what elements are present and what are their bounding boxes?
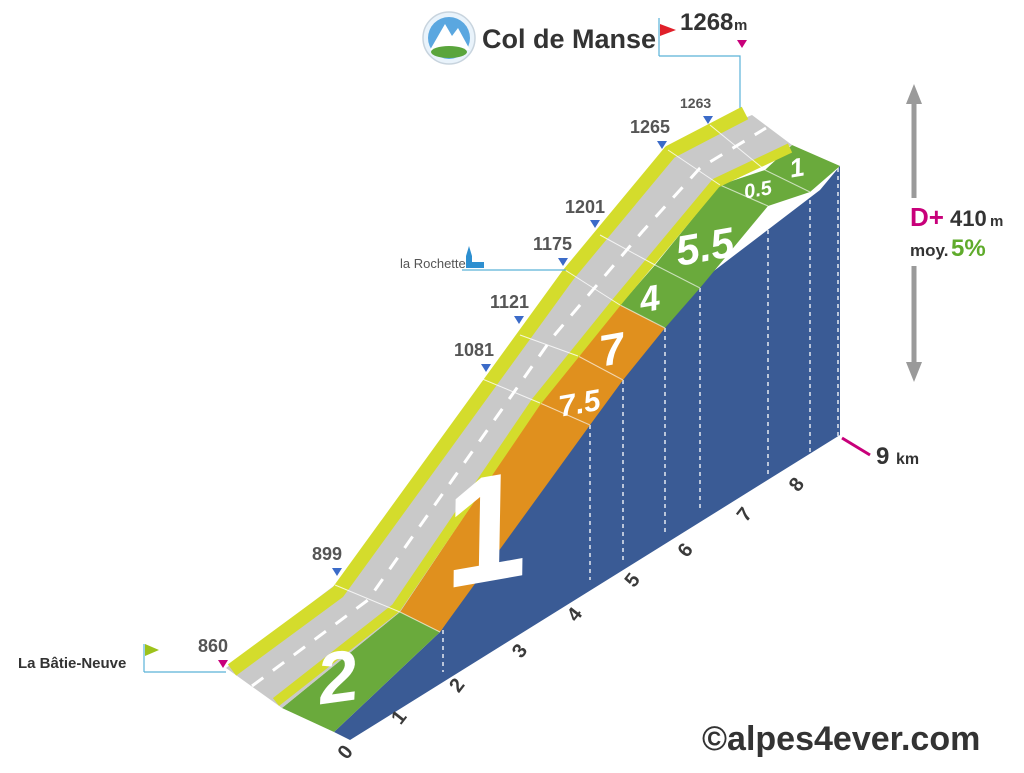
start-name: La Bâtie-Neuve: [18, 655, 126, 672]
km-dashed-lines: [442, 168, 839, 672]
segment-band-2: [400, 403, 590, 632]
distance-unit: km: [896, 451, 919, 468]
alt-marker-1175: [558, 258, 568, 266]
distance-value: 9: [876, 443, 889, 470]
summit-altitude: 1268: [680, 9, 733, 36]
copyright: ©alpes4ever.com: [702, 720, 980, 758]
alt-label-1121: 1121: [490, 292, 529, 312]
km-tick-5: 5: [621, 569, 645, 591]
rochette-label: la Rochette: [400, 256, 466, 271]
segment-band-6: [655, 185, 768, 288]
church-icon: [466, 246, 484, 268]
alt-marker-1201: [590, 220, 600, 228]
gradient-label-6: 5.5: [672, 218, 738, 275]
alt-label-1201: 1201: [565, 197, 605, 217]
km-tick-0: 0: [334, 741, 358, 763]
profile-side-wall: [334, 166, 840, 740]
gain-arrow-down-icon: [906, 362, 922, 382]
segment-band-8: [765, 145, 840, 192]
avg-label: moy.: [910, 241, 948, 260]
distance-pointer: [841, 436, 871, 457]
alt-marker-1081: [481, 364, 491, 372]
alt-marker-1265: [657, 141, 667, 149]
km-tick-4: 4: [563, 603, 588, 626]
altitude-marker-triangles: [332, 116, 713, 576]
gain-value: 410: [950, 206, 987, 231]
km-tick-6: 6: [674, 539, 698, 561]
alt-marker-1263: [703, 116, 713, 124]
km-tick-8: 8: [785, 474, 809, 496]
segment-band-5: [620, 265, 700, 328]
gain-label: D+: [910, 202, 944, 232]
alt-label-899: 899: [312, 544, 342, 564]
gradient-label-3: 7.5: [556, 384, 604, 424]
start-altitude-marker: [218, 660, 228, 668]
km-tick-1: 1: [387, 706, 411, 728]
alt-label-1081: 1081: [454, 340, 494, 360]
alt-label-1265: 1265: [630, 117, 670, 137]
segment-band-3: [540, 356, 623, 425]
segment-band-1: [282, 612, 440, 732]
summit-leader: [659, 55, 741, 108]
altitude-labels: 899 1081 1121 1175 1201 1265 1263: [312, 95, 711, 564]
alt-marker-899: [332, 568, 342, 576]
gain-unit: m: [990, 213, 1003, 230]
segment-band-4: [578, 305, 665, 380]
gradient-label-7: 0.5: [742, 177, 774, 204]
summit-flag-icon: [660, 24, 676, 36]
alt-label-1175: 1175: [533, 234, 572, 254]
road-cross-lines: [334, 124, 766, 613]
start-flag-icon: [145, 644, 159, 656]
km-tick-2: 2: [445, 674, 469, 696]
km-tick-3: 3: [508, 640, 532, 662]
road-edge-back: [227, 106, 749, 676]
segment-dividers: [399, 169, 811, 633]
segment-band-7: [720, 170, 810, 206]
gain-arrow-up-icon: [906, 84, 922, 104]
summit-unit: m: [734, 17, 747, 34]
summit-altitude-marker: [737, 40, 747, 48]
summit-title: Col de Manse: [482, 24, 656, 54]
road-centre-line: [251, 126, 767, 688]
km-tick-7: 7: [733, 504, 757, 526]
gradient-label-8: 1: [787, 151, 806, 183]
alt-label-1263: 1263: [680, 95, 711, 111]
avg-value: 5%: [951, 235, 986, 262]
start-altitude: 860: [198, 636, 228, 656]
alt-marker-1121: [514, 316, 524, 324]
road-edge-front: [272, 143, 793, 706]
